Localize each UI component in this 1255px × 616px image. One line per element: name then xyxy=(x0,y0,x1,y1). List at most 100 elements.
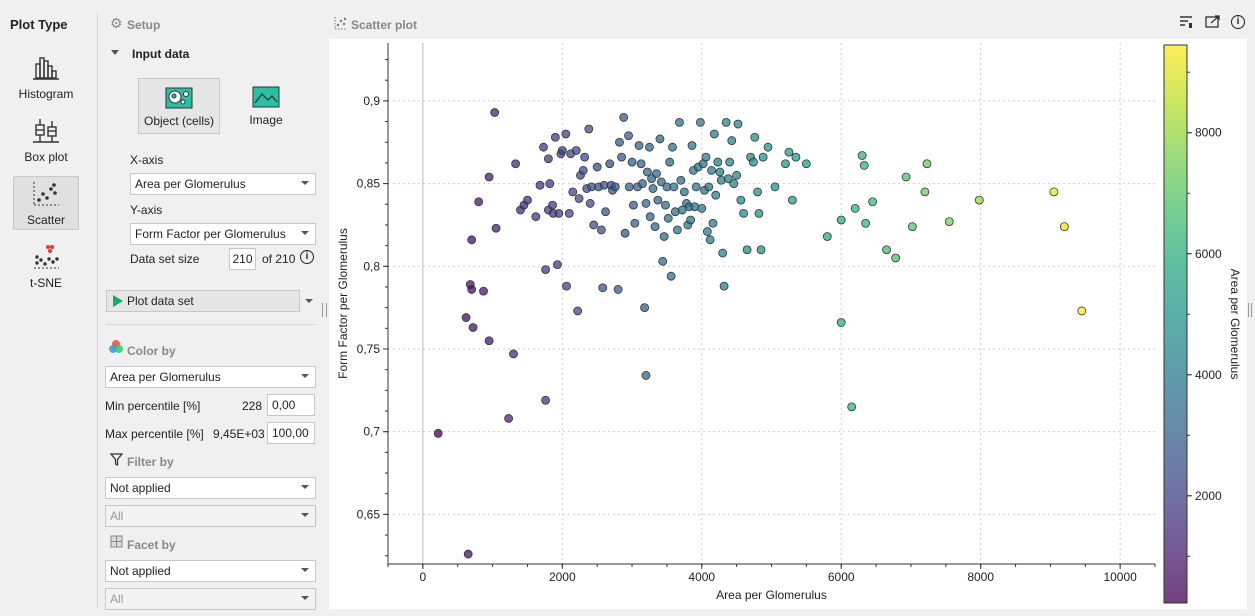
dataset-size-input[interactable]: 210 xyxy=(229,248,256,270)
data-point xyxy=(596,225,606,235)
facet-by-select[interactable]: Not applied xyxy=(105,560,316,582)
y-tick-label: 0,85 xyxy=(357,177,381,191)
data-point xyxy=(641,371,651,380)
data-point xyxy=(433,428,443,438)
y-tick-label: 0,8 xyxy=(363,259,380,273)
plot-type-tsne[interactable]: t-SNE xyxy=(13,243,79,293)
plot-options-chevron-icon[interactable] xyxy=(305,299,313,303)
facet-value-select: All xyxy=(105,588,316,610)
data-point xyxy=(601,207,610,217)
data-point xyxy=(474,197,484,207)
data-point xyxy=(788,195,797,205)
plot-button-label: Plot data set xyxy=(127,294,194,308)
plot-type-boxplot[interactable]: Box plot xyxy=(13,117,79,167)
colorbar xyxy=(1163,44,1188,604)
colorbar-tick-label: 2000 xyxy=(1195,489,1222,503)
plot-data-set-button[interactable]: Plot data set xyxy=(106,290,300,312)
dataset-size-total: of 210 xyxy=(262,252,296,266)
data-point xyxy=(589,220,599,230)
facet-icon xyxy=(110,535,123,548)
filter-by-select[interactable]: Not applied xyxy=(105,477,316,499)
min-percentile-readout: 228 xyxy=(242,399,263,413)
data-point xyxy=(541,265,550,274)
chevron-down-icon xyxy=(301,568,309,572)
plot-type-title: Plot Type xyxy=(10,17,68,32)
y-axis-select[interactable]: Form Factor per Glomerulus xyxy=(130,223,316,245)
data-point xyxy=(490,108,500,117)
x-axis-select[interactable]: Area per Glomerulus xyxy=(130,173,316,195)
data-point xyxy=(467,235,477,245)
facet-value: All xyxy=(110,592,124,606)
plot-type-panel: Plot Type Histogram Box plot xyxy=(0,0,85,616)
data-point xyxy=(891,253,901,263)
data-point xyxy=(705,235,715,245)
plot-type-label: Box plot xyxy=(24,150,68,164)
color-by-select[interactable]: Area per Glomerulus xyxy=(105,366,316,388)
data-point xyxy=(713,157,723,167)
data-point xyxy=(974,195,984,205)
data-point xyxy=(719,281,729,291)
plot-type-scatter[interactable]: Scatter xyxy=(13,176,79,230)
data-point xyxy=(729,179,739,188)
data-point xyxy=(736,195,746,205)
splitter-handle[interactable] xyxy=(322,303,327,317)
data-point xyxy=(739,208,749,218)
data-point xyxy=(624,131,633,141)
max-percentile-input[interactable]: 100,00 xyxy=(267,422,315,444)
scatter-chart[interactable]: 0 2000 4000 6000 8000 10000 0,65 0,7 0,75 0,8 0,85… xyxy=(329,39,1247,609)
data-point xyxy=(801,159,811,169)
plot-splitter-handle[interactable] xyxy=(1248,303,1252,317)
collapse-arrow-icon[interactable] xyxy=(111,50,119,55)
facet-by-value: Not applied xyxy=(110,564,171,578)
tsne-icon xyxy=(34,245,59,269)
data-point xyxy=(733,119,743,129)
data-point xyxy=(557,146,567,155)
data-point xyxy=(1077,306,1087,316)
plot-type-label: Scatter xyxy=(26,213,65,227)
chevron-down-icon xyxy=(301,485,309,489)
plot-type-label: t-SNE xyxy=(29,276,62,290)
x-axis-label: Area per Glomerulus xyxy=(716,588,827,602)
source-object-cells[interactable]: Object (cells) xyxy=(138,78,220,134)
data-point xyxy=(659,232,669,241)
data-point xyxy=(568,187,578,197)
plot-title: Scatter plot xyxy=(351,18,418,32)
data-point xyxy=(539,142,548,152)
plot-info-icon[interactable]: i xyxy=(1231,15,1245,29)
data-point xyxy=(550,132,560,142)
data-point xyxy=(732,170,742,180)
source-image[interactable]: Image xyxy=(228,78,304,134)
data-point xyxy=(944,217,954,227)
data-point xyxy=(695,117,705,127)
input-data-heading: Input data xyxy=(132,47,190,61)
data-point xyxy=(901,172,911,182)
scatter-plot-canvas[interactable]: 0 2000 4000 6000 8000 10000 0,65 0,7 0,75 0,8 0,85… xyxy=(329,39,1247,609)
data-point xyxy=(484,336,494,346)
plot-settings-icon[interactable] xyxy=(1179,15,1193,29)
min-percentile-input[interactable]: 0,00 xyxy=(267,394,315,416)
data-point xyxy=(665,157,675,167)
color-by-label: Color by xyxy=(127,344,176,358)
colorbar-tick-label: 6000 xyxy=(1195,247,1222,261)
y-tick-label: 0,7 xyxy=(363,425,380,439)
data-point xyxy=(668,142,677,152)
data-point xyxy=(753,187,762,197)
data-point xyxy=(675,117,684,127)
data-point xyxy=(847,402,857,412)
data-point xyxy=(548,200,557,210)
data-point xyxy=(636,159,646,169)
colorbar-label: Area per Glomerulus xyxy=(1228,269,1242,380)
min-percentile-label: Min percentile [%] xyxy=(105,399,201,413)
plot-type-histogram[interactable]: Histogram xyxy=(13,54,79,104)
colorbar-tick-label: 8000 xyxy=(1195,126,1222,140)
data-point xyxy=(784,147,794,157)
data-point xyxy=(663,213,673,223)
info-icon[interactable]: i xyxy=(300,250,314,264)
data-point xyxy=(781,159,790,169)
x-tick-label: 4000 xyxy=(688,570,715,584)
data-point xyxy=(467,285,477,294)
data-point xyxy=(704,182,714,192)
data-point xyxy=(707,165,716,175)
export-icon[interactable] xyxy=(1205,15,1221,29)
data-point xyxy=(511,159,521,169)
